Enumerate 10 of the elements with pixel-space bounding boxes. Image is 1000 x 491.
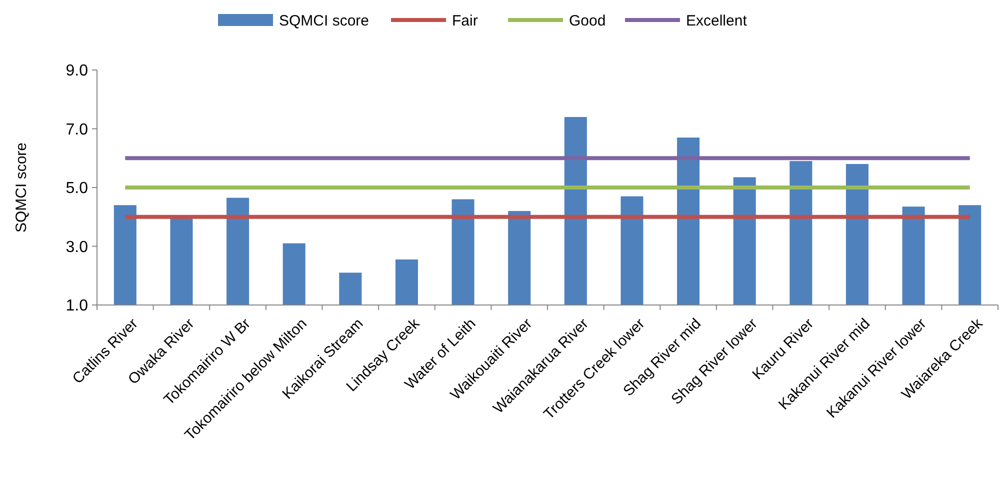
legend-label: SQMCI score (279, 12, 370, 30)
y-tick-label: 1.0 (66, 298, 88, 315)
y-tick-label: 5.0 (66, 180, 88, 198)
legend-label: Excellent (686, 12, 748, 30)
y-tick-label: 7.0 (66, 121, 88, 138)
y-tick-label: 9.0 (66, 62, 88, 80)
legend-label: Fair (452, 12, 478, 30)
y-tick-label: 3.0 (66, 238, 88, 256)
y-axis-title: SQMCI score (13, 142, 30, 233)
legend-label: Good (569, 12, 606, 30)
